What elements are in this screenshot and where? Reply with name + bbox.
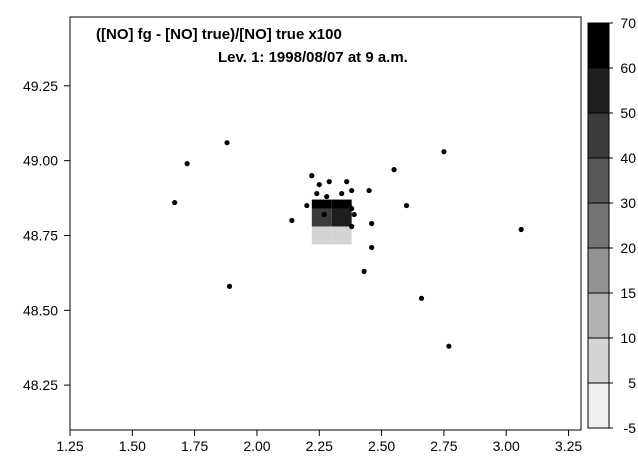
station-point-23: [361, 268, 367, 274]
station-point-5: [304, 202, 310, 209]
colorbar-label-1: 60: [620, 60, 636, 76]
chart-subtitle: Lev. 1: 1998/08/07 at 9 a.m.: [218, 49, 408, 66]
station-point-8: [316, 181, 322, 188]
heatmap-cell-1: [331, 199, 352, 209]
station-point-15: [349, 187, 355, 194]
station-point-6: [309, 173, 315, 179]
x-tick-label-7: 3.00: [493, 438, 520, 454]
station-point-24: [391, 167, 397, 173]
station-point-19: [349, 223, 355, 230]
plot-frame: [69, 16, 582, 431]
station-point-1: [184, 161, 190, 167]
heatmap-cell-0: [311, 199, 332, 209]
station-point-26: [418, 295, 425, 301]
colorbar-swatch-1: [587, 67, 610, 114]
station-point-12: [339, 190, 345, 197]
heatmap-cell-4: [311, 226, 332, 245]
colorbar-label-7: 10: [620, 330, 636, 346]
colorbar-swatch-5: [587, 247, 610, 294]
colorbar-label-0: 70: [620, 15, 636, 31]
colorbar-swatch-0: [587, 22, 610, 69]
heatmap-cell-2: [311, 208, 332, 227]
x-tick-label-0: 1.25: [56, 438, 83, 454]
station-point-29: [518, 226, 524, 233]
axis-layer: 1.25 1.50 1.75 2.00 2.25 2.50 2.75 3.00 3.25 48.2…: [23, 78, 582, 454]
x-tick-label-3: 2.00: [243, 438, 270, 454]
y-tick-label-3: 49.00: [23, 153, 58, 169]
station-point-3: [226, 283, 233, 289]
colorbar: 70 60 50 40 30 20 15 10 5 -5: [587, 15, 637, 436]
x-tick-label-1: 1.50: [119, 438, 146, 454]
station-layer: [172, 140, 524, 349]
station-point-11: [334, 202, 340, 209]
chart-title: ([NO] fg - [NO] true)/[NO] true x100: [96, 26, 342, 43]
x-tick-label-4: 2.25: [306, 438, 333, 454]
colorbar-swatch-3: [587, 157, 610, 204]
station-point-25: [403, 202, 410, 209]
x-tick-label-8: 3.25: [555, 438, 582, 454]
station-point-17: [349, 205, 355, 212]
station-point-9: [324, 193, 330, 200]
station-point-27: [441, 149, 447, 155]
x-tick-label-2: 1.75: [181, 438, 208, 454]
station-point-7: [314, 190, 320, 197]
heatmap-layer: [311, 199, 352, 245]
station-point-16: [321, 211, 327, 218]
colorbar-swatch-8: [587, 382, 610, 429]
colorbar-swatch-2: [587, 112, 610, 159]
colorbar-swatch-6: [587, 292, 610, 339]
station-point-22: [369, 244, 375, 251]
x-tick-label-6: 2.75: [430, 438, 457, 454]
y-tick-label-4: 49.25: [23, 78, 58, 94]
y-tick-label-2: 48.75: [23, 227, 58, 243]
colorbar-swatch-7: [587, 337, 610, 384]
colorbar-label-6: 15: [620, 285, 636, 301]
heatmap-cell-3: [331, 208, 352, 227]
colorbar-label-3: 40: [620, 150, 636, 166]
colorbar-label-8: 5: [628, 375, 636, 391]
x-tick-label-5: 2.50: [368, 438, 395, 454]
colorbar-label-2: 50: [620, 105, 636, 121]
heatmap-cell-5: [331, 226, 352, 245]
y-tick-label-0: 48.25: [23, 377, 58, 393]
station-point-28: [446, 343, 452, 349]
station-point-18: [351, 211, 357, 218]
station-point-21: [369, 220, 375, 227]
colorbar-label-5: 20: [620, 240, 636, 256]
station-point-10: [326, 179, 332, 185]
station-point-20: [366, 187, 372, 194]
station-point-4: [289, 217, 295, 224]
y-tick-label-1: 48.50: [23, 302, 58, 318]
colorbar-swatch-4: [587, 202, 610, 249]
station-point-0: [224, 140, 230, 146]
station-point-2: [172, 199, 178, 206]
colorbar-label-9: -5: [624, 420, 637, 436]
station-point-13: [344, 179, 350, 185]
colorbar-label-4: 30: [620, 195, 636, 211]
